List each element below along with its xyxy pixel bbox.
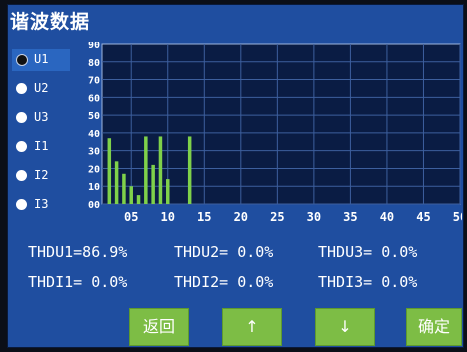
channel-u2-radio[interactable]: U2 [12,78,70,100]
thdi1-value: THDI1= 0.0% [28,273,128,291]
thdi3-value: THDI3= 0.0% [318,273,418,291]
channel-label: U1 [34,52,49,66]
y-tick-label: 60 [88,93,100,104]
channel-label: I3 [34,197,49,211]
harmonic-bar [129,186,133,204]
harmonic-screen: 谐波数据 U1 U2 U3 I1 I2 I3 00 10 20 30 40 50 60 70 80 90 05… [7,4,464,348]
thdi2-value: THDI2= 0.0% [174,273,274,291]
y-tick-label: 20 [88,164,100,175]
x-tick-label: 15 [197,210,211,224]
x-tick-label: 25 [270,210,284,224]
channel-label: I1 [34,139,49,153]
harmonic-bar [144,136,148,204]
radio-dot-icon [16,83,27,94]
x-tick-label: 20 [234,210,248,224]
harmonic-bar [136,195,141,204]
radio-dot-icon [16,199,27,210]
back-button-label: 返回 [142,317,175,336]
channel-label: U2 [34,81,49,95]
channel-u3-radio[interactable]: U3 [12,107,70,129]
up-button[interactable]: ↑ [222,308,282,346]
radio-dot-icon [16,112,27,123]
channel-i2-radio[interactable]: I2 [12,165,70,187]
y-tick-label: 40 [88,129,100,140]
page-title: 谐波数据 [10,11,91,33]
harmonic-bar-chart: 00 10 20 30 40 50 60 70 80 90 05 10 15 20 25 30 35 40 45 50 [88,42,462,224]
x-tick-label: 45 [416,210,430,224]
radio-dot-icon [16,54,28,66]
x-tick-label: 10 [161,210,175,224]
channel-u1-radio[interactable]: U1 [12,49,70,71]
harmonic-bar [158,136,163,204]
thdu3-value: THDU3= 0.0% [318,243,418,261]
channel-i1-radio[interactable]: I1 [12,136,70,158]
harmonic-bar [151,164,155,204]
confirm-button[interactable]: 确定 [406,308,462,346]
channel-i3-radio[interactable]: I3 [12,194,70,216]
x-tick-label: 35 [343,210,357,224]
arrow-down-icon: ↓ [338,317,352,336]
harmonic-bar [122,173,126,204]
channel-label: I2 [34,168,49,182]
down-button[interactable]: ↓ [315,308,375,346]
radio-dot-icon [16,170,27,181]
channel-selector: U1 U2 U3 I1 I2 I3 [12,49,70,219]
harmonic-bar [114,161,119,204]
x-tick-label: 05 [124,210,138,224]
y-tick-label: 00 [88,200,100,211]
x-tick-label: 40 [380,210,394,224]
y-tick-label: 80 [88,58,100,69]
y-tick-label: 70 [88,76,100,87]
plot-area [101,43,461,205]
y-tick-label: 50 [88,111,100,122]
harmonic-bar [166,179,170,204]
harmonic-bar [107,138,112,204]
harmonic-bar [187,136,192,204]
x-tick-label: 50 [453,210,462,224]
channel-label: U3 [34,110,49,124]
x-tick-label: 30 [307,210,321,224]
thdu1-value: THDU1=86.9% [28,243,128,261]
arrow-up-icon: ↑ [245,317,259,336]
y-tick-label: 10 [88,182,100,193]
radio-dot-icon [16,141,27,152]
harmonic-chart: 00 10 20 30 40 50 60 70 80 90 05 10 15 20 25 30 35 40 45 50 [70,42,462,230]
confirm-button-label: 确定 [417,317,450,336]
thdu2-value: THDU2= 0.0% [174,243,274,261]
y-tick-label: 90 [88,42,100,51]
back-button[interactable]: 返回 [129,308,189,346]
y-tick-label: 30 [88,147,100,158]
